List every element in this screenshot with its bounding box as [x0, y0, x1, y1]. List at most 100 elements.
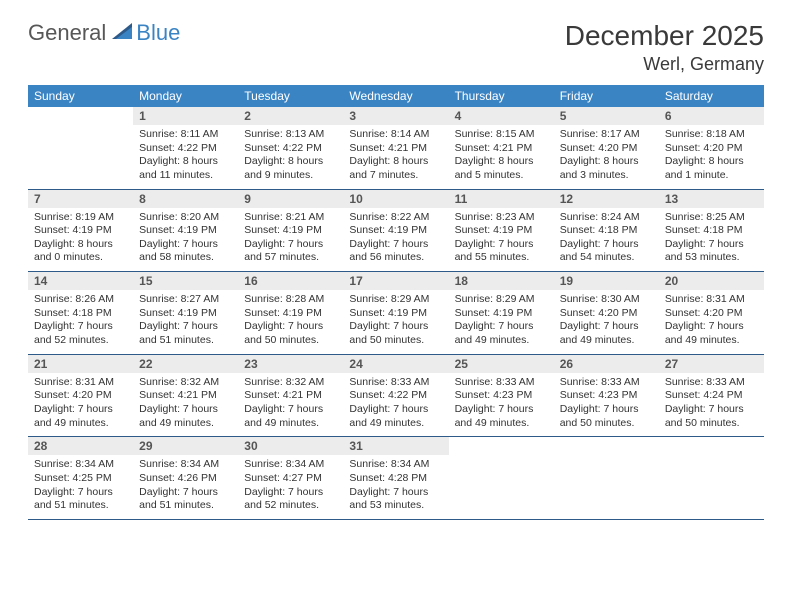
- sunset-line: Sunset: 4:19 PM: [34, 224, 127, 238]
- daylight-line: Daylight: 7 hours and 49 minutes.: [665, 320, 758, 347]
- logo-text-blue: Blue: [136, 20, 180, 46]
- sunrise-line: Sunrise: 8:32 AM: [139, 376, 232, 390]
- sunrise-line: Sunrise: 8:29 AM: [349, 293, 442, 307]
- day-number: 25: [449, 355, 554, 373]
- cell-body: Sunrise: 8:28 AMSunset: 4:19 PMDaylight:…: [238, 290, 343, 354]
- sunset-line: Sunset: 4:21 PM: [244, 389, 337, 403]
- calendar-cell: 15Sunrise: 8:27 AMSunset: 4:19 PMDayligh…: [133, 272, 238, 355]
- calendar-cell: 1Sunrise: 8:11 AMSunset: 4:22 PMDaylight…: [133, 107, 238, 189]
- cell-body: Sunrise: 8:22 AMSunset: 4:19 PMDaylight:…: [343, 208, 448, 272]
- sunrise-line: Sunrise: 8:11 AM: [139, 128, 232, 142]
- calendar-cell: 26Sunrise: 8:33 AMSunset: 4:23 PMDayligh…: [554, 354, 659, 437]
- sunrise-line: Sunrise: 8:31 AM: [665, 293, 758, 307]
- sunset-line: Sunset: 4:23 PM: [455, 389, 548, 403]
- sunset-line: Sunset: 4:20 PM: [34, 389, 127, 403]
- calendar-cell: 9Sunrise: 8:21 AMSunset: 4:19 PMDaylight…: [238, 189, 343, 272]
- calendar-week-row: 21Sunrise: 8:31 AMSunset: 4:20 PMDayligh…: [28, 354, 764, 437]
- calendar-cell: 20Sunrise: 8:31 AMSunset: 4:20 PMDayligh…: [659, 272, 764, 355]
- sunrise-line: Sunrise: 8:33 AM: [665, 376, 758, 390]
- day-number: 1: [133, 107, 238, 125]
- cell-body: Sunrise: 8:33 AMSunset: 4:24 PMDaylight:…: [659, 373, 764, 437]
- calendar-cell: 3Sunrise: 8:14 AMSunset: 4:21 PMDaylight…: [343, 107, 448, 189]
- calendar-cell: 25Sunrise: 8:33 AMSunset: 4:23 PMDayligh…: [449, 354, 554, 437]
- day-header: Thursday: [449, 85, 554, 107]
- cell-body: Sunrise: 8:27 AMSunset: 4:19 PMDaylight:…: [133, 290, 238, 354]
- calendar-cell: [554, 437, 659, 520]
- cell-body: Sunrise: 8:23 AMSunset: 4:19 PMDaylight:…: [449, 208, 554, 272]
- calendar-cell: 19Sunrise: 8:30 AMSunset: 4:20 PMDayligh…: [554, 272, 659, 355]
- calendar-cell: 10Sunrise: 8:22 AMSunset: 4:19 PMDayligh…: [343, 189, 448, 272]
- sunrise-line: Sunrise: 8:32 AM: [244, 376, 337, 390]
- day-header: Saturday: [659, 85, 764, 107]
- day-number: 18: [449, 272, 554, 290]
- calendar-cell: 5Sunrise: 8:17 AMSunset: 4:20 PMDaylight…: [554, 107, 659, 189]
- day-number: 17: [343, 272, 448, 290]
- day-number: 15: [133, 272, 238, 290]
- calendar-cell: 30Sunrise: 8:34 AMSunset: 4:27 PMDayligh…: [238, 437, 343, 520]
- day-number: 5: [554, 107, 659, 125]
- sunset-line: Sunset: 4:21 PM: [139, 389, 232, 403]
- daylight-line: Daylight: 7 hours and 51 minutes.: [34, 486, 127, 513]
- sunrise-line: Sunrise: 8:17 AM: [560, 128, 653, 142]
- sunrise-line: Sunrise: 8:28 AM: [244, 293, 337, 307]
- daylight-line: Daylight: 7 hours and 50 minutes.: [349, 320, 442, 347]
- calendar-cell: 17Sunrise: 8:29 AMSunset: 4:19 PMDayligh…: [343, 272, 448, 355]
- sunset-line: Sunset: 4:22 PM: [349, 389, 442, 403]
- sunrise-line: Sunrise: 8:30 AM: [560, 293, 653, 307]
- daylight-line: Daylight: 7 hours and 50 minutes.: [244, 320, 337, 347]
- calendar-week-row: 28Sunrise: 8:34 AMSunset: 4:25 PMDayligh…: [28, 437, 764, 520]
- daylight-line: Daylight: 7 hours and 51 minutes.: [139, 486, 232, 513]
- cell-body: Sunrise: 8:34 AMSunset: 4:25 PMDaylight:…: [28, 455, 133, 519]
- sunrise-line: Sunrise: 8:26 AM: [34, 293, 127, 307]
- calendar-cell: 8Sunrise: 8:20 AMSunset: 4:19 PMDaylight…: [133, 189, 238, 272]
- cell-body: Sunrise: 8:15 AMSunset: 4:21 PMDaylight:…: [449, 125, 554, 189]
- title-block: December 2025 Werl, Germany: [565, 20, 764, 75]
- daylight-line: Daylight: 8 hours and 11 minutes.: [139, 155, 232, 182]
- cell-body: Sunrise: 8:33 AMSunset: 4:22 PMDaylight:…: [343, 373, 448, 437]
- day-number: 12: [554, 190, 659, 208]
- daylight-line: Daylight: 8 hours and 1 minute.: [665, 155, 758, 182]
- sunset-line: Sunset: 4:20 PM: [560, 142, 653, 156]
- sunset-line: Sunset: 4:19 PM: [455, 224, 548, 238]
- daylight-line: Daylight: 7 hours and 53 minutes.: [349, 486, 442, 513]
- cell-body: Sunrise: 8:32 AMSunset: 4:21 PMDaylight:…: [238, 373, 343, 437]
- sunset-line: Sunset: 4:19 PM: [455, 307, 548, 321]
- calendar-cell: 31Sunrise: 8:34 AMSunset: 4:28 PMDayligh…: [343, 437, 448, 520]
- sunrise-line: Sunrise: 8:14 AM: [349, 128, 442, 142]
- sunrise-line: Sunrise: 8:34 AM: [349, 458, 442, 472]
- daylight-line: Daylight: 7 hours and 52 minutes.: [244, 486, 337, 513]
- sunset-line: Sunset: 4:19 PM: [244, 307, 337, 321]
- cell-body: Sunrise: 8:32 AMSunset: 4:21 PMDaylight:…: [133, 373, 238, 437]
- calendar-cell: 24Sunrise: 8:33 AMSunset: 4:22 PMDayligh…: [343, 354, 448, 437]
- calendar-cell: 12Sunrise: 8:24 AMSunset: 4:18 PMDayligh…: [554, 189, 659, 272]
- cell-body: Sunrise: 8:31 AMSunset: 4:20 PMDaylight:…: [28, 373, 133, 437]
- daylight-line: Daylight: 8 hours and 0 minutes.: [34, 238, 127, 265]
- cell-body: Sunrise: 8:29 AMSunset: 4:19 PMDaylight:…: [343, 290, 448, 354]
- day-number: 24: [343, 355, 448, 373]
- cell-body: Sunrise: 8:11 AMSunset: 4:22 PMDaylight:…: [133, 125, 238, 189]
- calendar-cell: 7Sunrise: 8:19 AMSunset: 4:19 PMDaylight…: [28, 189, 133, 272]
- sunset-line: Sunset: 4:22 PM: [139, 142, 232, 156]
- day-header: Sunday: [28, 85, 133, 107]
- sunrise-line: Sunrise: 8:34 AM: [34, 458, 127, 472]
- logo-sail-icon: [110, 21, 134, 46]
- daylight-line: Daylight: 8 hours and 5 minutes.: [455, 155, 548, 182]
- sunrise-line: Sunrise: 8:24 AM: [560, 211, 653, 225]
- sunrise-line: Sunrise: 8:33 AM: [560, 376, 653, 390]
- calendar-table: Sunday Monday Tuesday Wednesday Thursday…: [28, 85, 764, 520]
- sunset-line: Sunset: 4:20 PM: [560, 307, 653, 321]
- sunset-line: Sunset: 4:22 PM: [244, 142, 337, 156]
- cell-body: Sunrise: 8:34 AMSunset: 4:26 PMDaylight:…: [133, 455, 238, 519]
- sunrise-line: Sunrise: 8:18 AM: [665, 128, 758, 142]
- calendar-cell: [28, 107, 133, 189]
- daylight-line: Daylight: 7 hours and 51 minutes.: [139, 320, 232, 347]
- cell-body: Sunrise: 8:20 AMSunset: 4:19 PMDaylight:…: [133, 208, 238, 272]
- calendar-cell: [659, 437, 764, 520]
- day-number: 23: [238, 355, 343, 373]
- cell-body: Sunrise: 8:18 AMSunset: 4:20 PMDaylight:…: [659, 125, 764, 189]
- cell-body: Sunrise: 8:26 AMSunset: 4:18 PMDaylight:…: [28, 290, 133, 354]
- daylight-line: Daylight: 7 hours and 57 minutes.: [244, 238, 337, 265]
- daylight-line: Daylight: 7 hours and 49 minutes.: [455, 320, 548, 347]
- day-number: 8: [133, 190, 238, 208]
- sunset-line: Sunset: 4:19 PM: [244, 224, 337, 238]
